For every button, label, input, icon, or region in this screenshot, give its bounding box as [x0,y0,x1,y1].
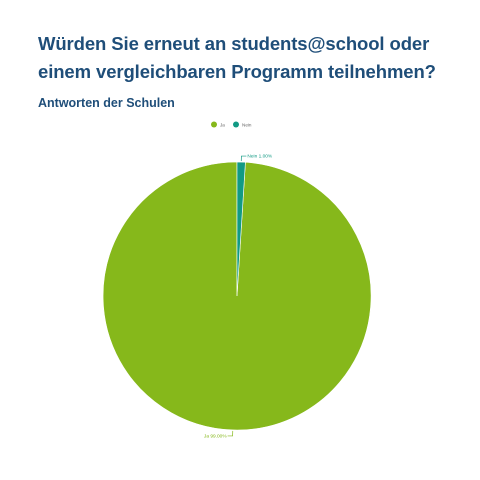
data-label-leader-nein [240,155,247,162]
legend-label-nein: Nein [242,123,252,128]
chart-title: Würden Sie erneut an students@school ode… [38,33,436,82]
data-label-ja: Ja 99.00% [204,434,227,440]
pie-slices [102,161,372,431]
chart-subtitle: Antworten der Schulen [38,96,175,110]
pie-data-labels: Ja 99.00% Nein 1.00% [204,154,273,440]
pie-slice-nein [236,161,246,297]
legend-swatch-ja [211,121,217,128]
legend-label-ja: Ja [220,123,225,128]
data-label-nein: Nein 1.00% [247,154,273,160]
legend-swatch-nein [233,121,239,128]
data-label-leader-ja [227,430,234,437]
chart-legend: Ja Nein [211,121,252,128]
